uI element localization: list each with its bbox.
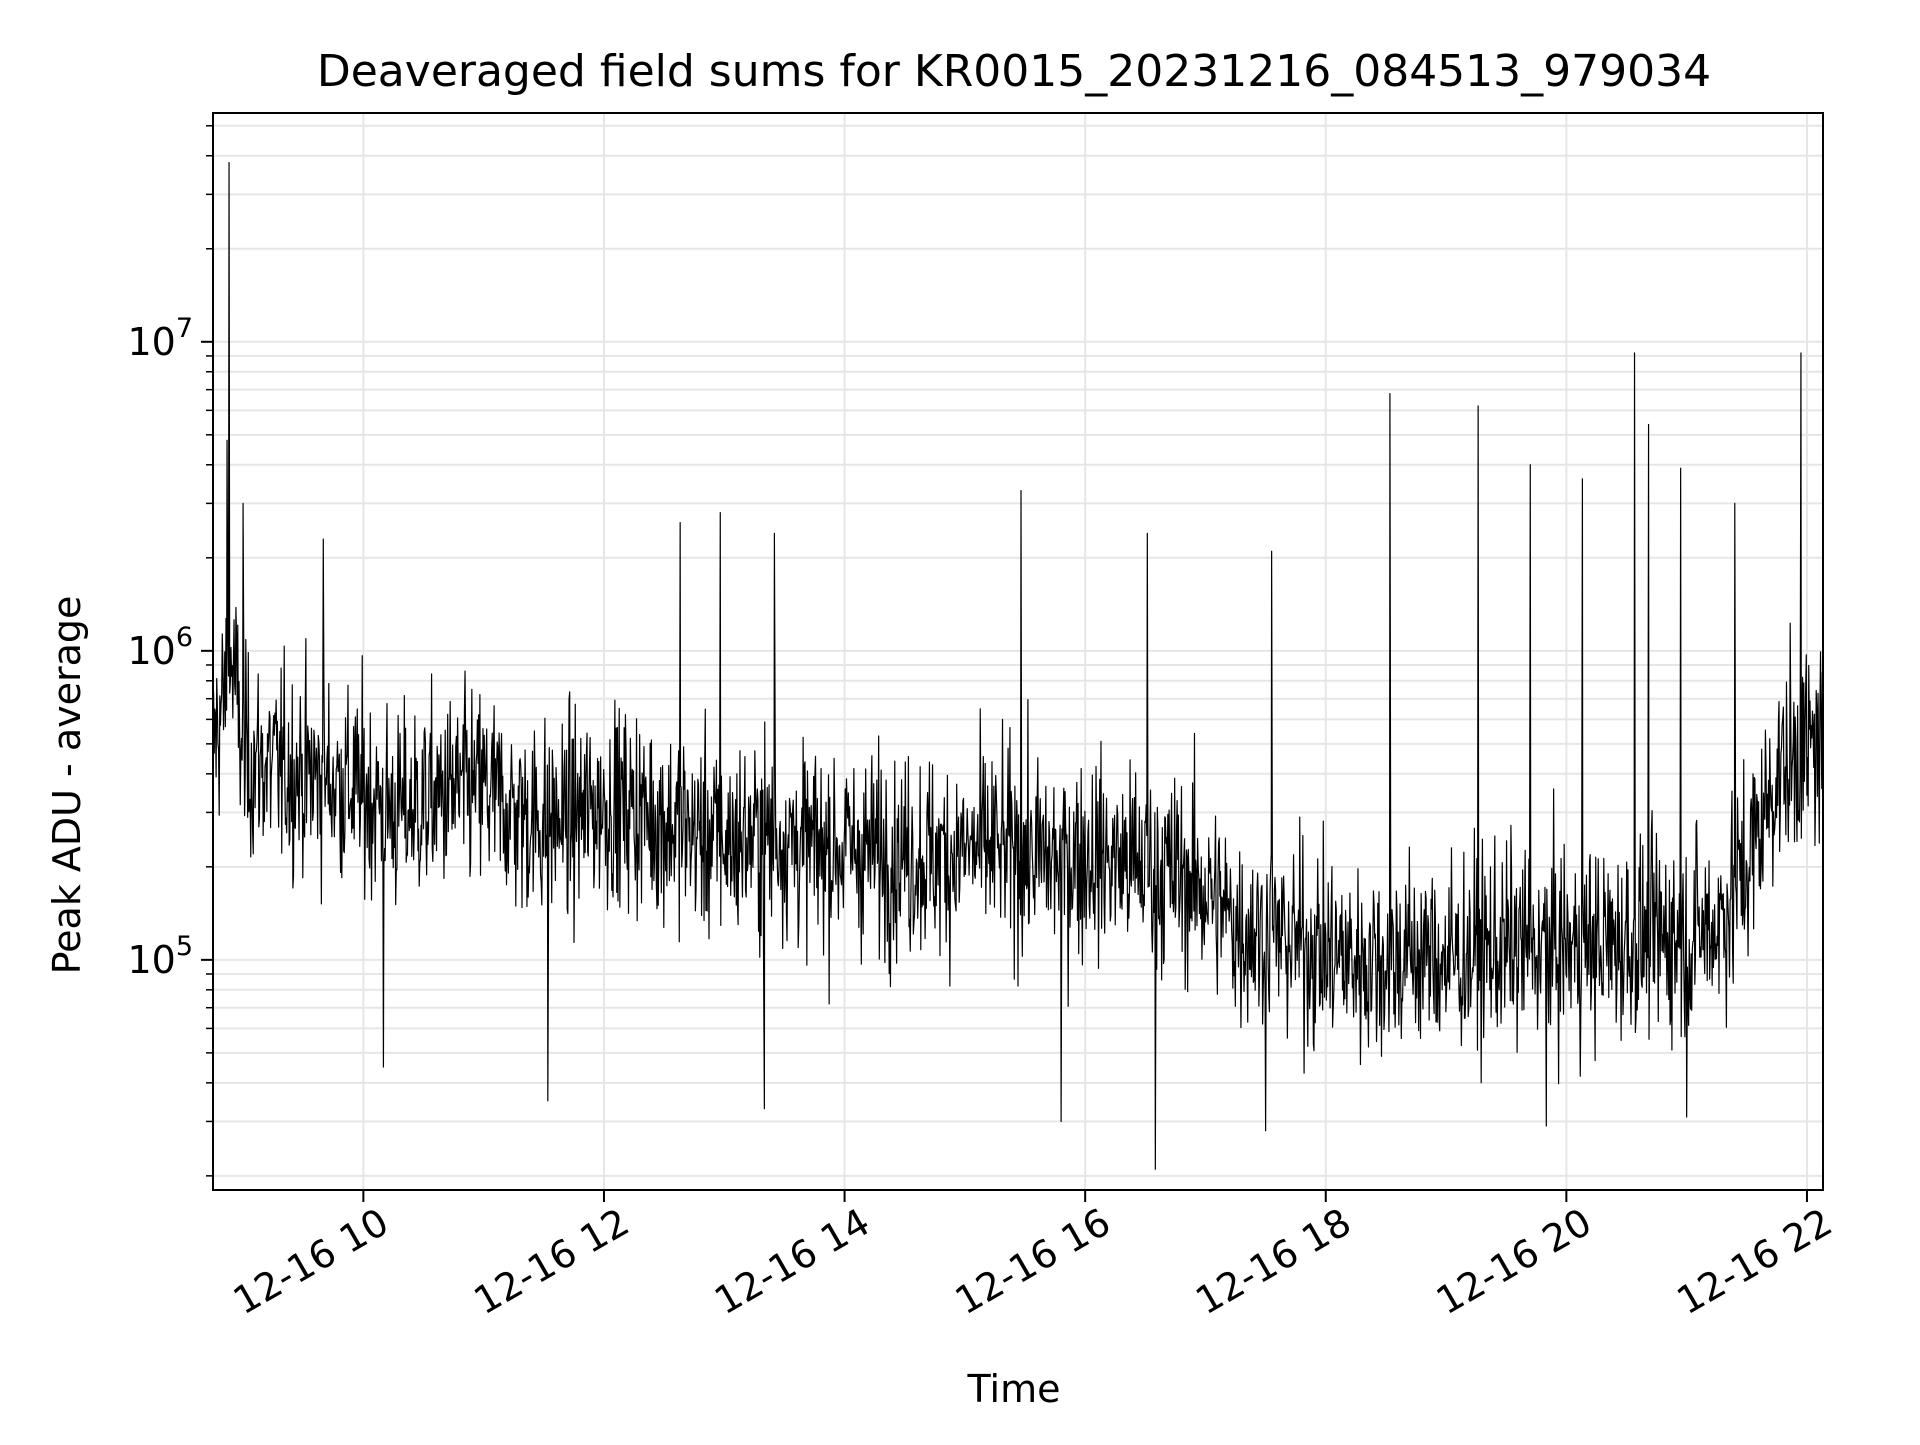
data-layer xyxy=(212,162,1824,1170)
x-axis-label: Time xyxy=(967,1367,1061,1411)
grid-major xyxy=(213,113,1823,1190)
grid-minor xyxy=(213,124,1823,1177)
series-line xyxy=(212,162,1824,1170)
y-axis-label: Peak ADU - average xyxy=(45,596,89,975)
y-axis: 105 106 107 xyxy=(127,125,213,1177)
chart-title: Deaveraged field sums for KR0015_2023121… xyxy=(317,46,1711,97)
y-tick-label: 106 xyxy=(127,622,193,673)
y-tick-label: 105 xyxy=(127,931,193,982)
y-tick-label: 107 xyxy=(127,313,193,364)
